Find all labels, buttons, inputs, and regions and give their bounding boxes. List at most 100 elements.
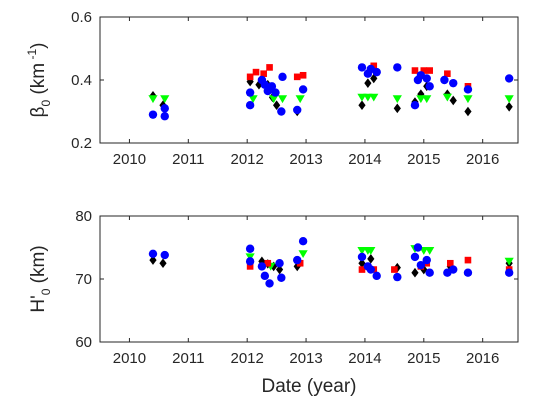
data-point-square (370, 62, 378, 70)
data-point-circle (267, 82, 277, 91)
data-point-square (266, 64, 273, 71)
data-point-circle (293, 105, 302, 115)
x-tick-label: 2013 (289, 151, 322, 168)
data-point-circle (410, 101, 420, 110)
x-tick-label: 2012 (230, 350, 263, 367)
y-axis-label: H'0 (km) (28, 245, 53, 312)
data-point-square (420, 67, 428, 74)
data-point-circle (160, 104, 169, 113)
top-panel: 2010 2011 2012 2013 2014 2015 2016 0.2 0.4 0.6 β0 … (25, 9, 519, 168)
data-point-diamond (270, 261, 278, 272)
data-point-circle (257, 262, 267, 271)
data-point-diamond (364, 78, 372, 88)
data-point-circle (504, 74, 514, 83)
x-tick-label: 2015 (407, 151, 440, 168)
x-tick-label: 2010 (113, 151, 146, 168)
y-tick-label: 0.2 (71, 135, 92, 152)
data-point-square (246, 73, 254, 81)
data-point-circle (298, 237, 308, 246)
data-point-circle (463, 268, 473, 277)
data-point-circle (271, 88, 280, 97)
data-point-circle (393, 63, 402, 72)
data-point-diamond (417, 89, 425, 99)
data-point-circle (245, 244, 255, 253)
data-point-circle (260, 80, 270, 89)
x-axis-label: Date (year) (261, 376, 356, 397)
data-point-circle (357, 252, 367, 262)
plot-frame (99, 215, 519, 343)
data-point-circle (440, 75, 449, 85)
data-point-circle (416, 260, 426, 270)
data-point-triangle-down (504, 257, 514, 266)
data-point-triangle-down (392, 95, 402, 104)
data-point-circle (463, 85, 473, 94)
data-point-triangle-down (295, 95, 305, 104)
data-point-square (358, 266, 366, 273)
y-tick-label: 70 (75, 271, 92, 288)
data-point-diamond (275, 264, 284, 275)
data-point-circle (265, 279, 274, 288)
data-point-triangle-down (363, 93, 373, 102)
data-point-circle (148, 249, 158, 258)
data-point-circle (425, 268, 434, 277)
data-point-triangle-down (442, 93, 452, 102)
data-point-square (296, 259, 304, 267)
data-point-diamond (411, 267, 419, 278)
data-point-triangle-down (357, 93, 367, 102)
data-point-circle (245, 101, 255, 110)
data-point-square (246, 263, 254, 270)
data-point-circle (410, 252, 420, 262)
x-tick-label: 2011 (172, 350, 204, 367)
data-point-triangle-down (425, 247, 435, 255)
data-point-square (299, 71, 307, 79)
data-point-square (411, 67, 419, 74)
data-point-circle (160, 250, 169, 260)
data-point-circle (413, 243, 423, 252)
data-point-triangle-down (504, 95, 514, 104)
data-point-square (391, 266, 398, 273)
plot-frame (99, 16, 519, 144)
data-point-diamond (159, 258, 167, 269)
data-point-square (444, 70, 451, 77)
data-point-circle (422, 255, 431, 265)
data-point-circle (449, 78, 458, 88)
x-tick-label: 2016 (466, 151, 499, 168)
data-point-circle (366, 265, 376, 274)
data-point-square (464, 256, 472, 264)
x-tick-label: 2012 (230, 151, 263, 168)
data-point-circle (278, 72, 287, 82)
data-point-triangle-down (148, 95, 158, 104)
x-tick-label: 2015 (407, 350, 440, 367)
data-point-triangle-down (277, 95, 288, 104)
data-point-diamond (273, 100, 281, 110)
data-point-triangle-down (369, 93, 379, 102)
data-point-diamond (358, 258, 366, 269)
data-point-circle (393, 272, 402, 282)
data-point-triangle-down (463, 95, 473, 104)
data-point-triangle-down (248, 95, 258, 104)
data-point-circle (277, 273, 286, 282)
data-point-triangle-down (416, 95, 426, 104)
data-point-diamond (464, 106, 472, 117)
data-point-circle (449, 265, 458, 274)
data-point-triangle-down (160, 95, 170, 104)
data-point-triangle-down (357, 247, 367, 255)
data-point-diamond (255, 79, 263, 90)
x-tick-label: 2014 (348, 350, 381, 367)
data-point-diamond (449, 95, 457, 106)
y-tick-label: 60 (75, 334, 92, 351)
x-tick-label: 2014 (348, 151, 381, 168)
data-point-circle (260, 271, 270, 281)
data-point-circle (277, 107, 286, 116)
data-point-circle (298, 85, 308, 94)
data-point-diamond (367, 254, 375, 264)
data-point-circle (422, 74, 431, 83)
data-point-diamond (358, 100, 366, 110)
data-point-circle (148, 110, 158, 119)
data-point-circle (160, 112, 169, 121)
y-axis-label: β0 (km -1) (25, 43, 53, 118)
data-point-square (264, 259, 272, 267)
y-tick-label: 80 (75, 208, 92, 225)
data-point-circle (372, 271, 381, 281)
data-point-triangle-down (422, 95, 432, 104)
